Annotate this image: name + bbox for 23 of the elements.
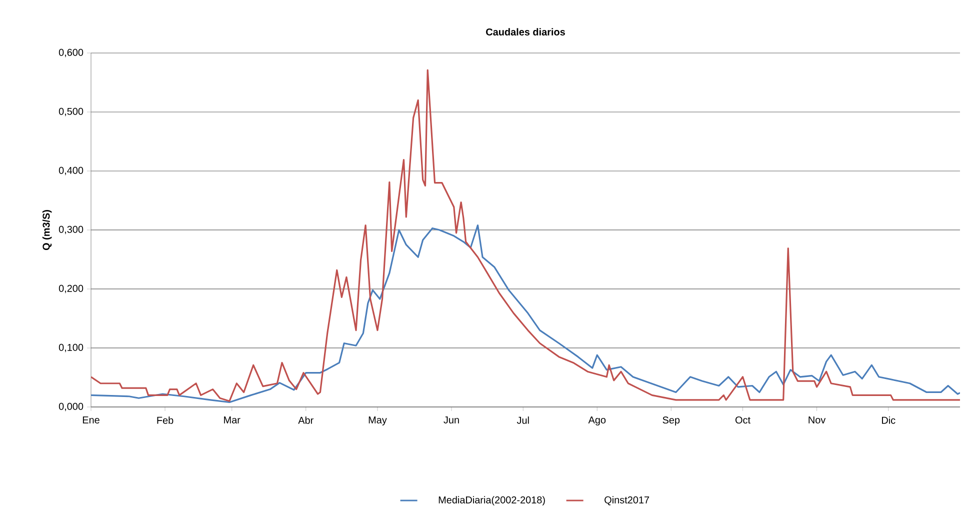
x-tick-label: Feb <box>157 416 174 424</box>
x-tick-label: Mar <box>224 416 240 424</box>
x-tick-label: Jun <box>444 416 459 424</box>
legend-label: MediaDiaria(2002-2018) <box>438 496 545 506</box>
legend-label: Qinst2017 <box>604 496 650 506</box>
x-tick-label: Ago <box>588 416 606 426</box>
x-tick-label: Oct <box>735 416 750 424</box>
x-tick-label: Dic <box>882 416 896 424</box>
x-tick-label: Sep <box>662 416 680 426</box>
y-tick-label: 0,500 <box>58 108 84 116</box>
y-tick-label: 0,200 <box>58 284 84 294</box>
y-axis-title: Q (m3/S) <box>42 210 52 250</box>
x-tick-label: May <box>368 416 387 426</box>
x-tick-label: Nov <box>808 416 826 424</box>
chart-title: Caudales diarios <box>486 28 565 36</box>
y-tick-label: 0,000 <box>58 402 84 412</box>
x-tick-label: Abr <box>298 416 314 424</box>
y-tick-label: 0,600 <box>58 48 84 58</box>
x-tick-label: Ene <box>82 416 100 424</box>
y-tick-label: 0,400 <box>58 166 84 176</box>
y-tick-label: 0,300 <box>58 226 84 234</box>
x-tick-label: Jul <box>516 416 529 424</box>
y-tick-label: 0,100 <box>58 344 84 352</box>
